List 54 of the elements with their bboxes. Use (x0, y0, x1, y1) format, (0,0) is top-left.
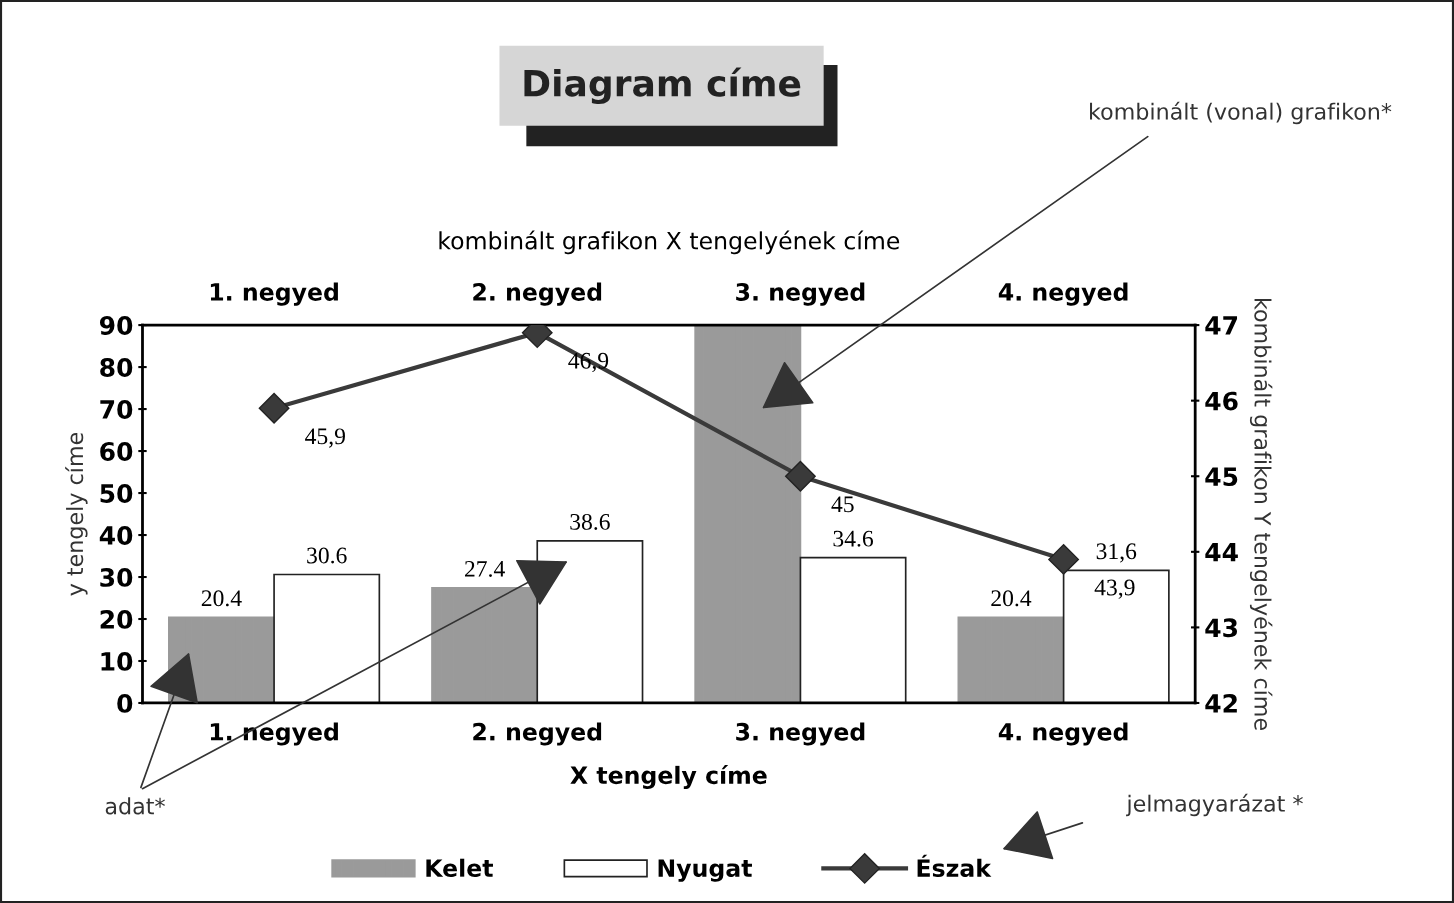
category-label: 3. negyed (736, 722, 865, 746)
legend-label: Kelet (426, 858, 493, 877)
y2-tick-label: 43 (1205, 618, 1238, 638)
bar (536, 540, 644, 703)
data-label: 43,9 (1094, 579, 1135, 599)
point (1048, 543, 1080, 575)
legend-label: Észak (917, 854, 992, 877)
category-label: 1. negyed (210, 722, 338, 746)
y-axis-title: y tengely címe (65, 432, 88, 596)
data-label: 34.6 (833, 530, 874, 547)
bar (273, 573, 381, 703)
x-tick-label: 3. negyed (736, 282, 865, 306)
x-tick-label: 1. negyed (210, 282, 338, 306)
data-label: 20.4 (991, 590, 1032, 607)
y-tick-label: 0 (117, 693, 133, 713)
data-label: 27.4 (465, 560, 505, 577)
category-label: 4. negyed (998, 722, 1128, 746)
x-tick-label: 2. negyed (473, 282, 602, 306)
y-tick-label: 40 (99, 525, 133, 545)
bar (799, 556, 907, 703)
y2-axis-title: kombinált grafikon Y tengelyének címe (1249, 298, 1273, 730)
data-label: 38.6 (570, 513, 610, 530)
y2-tick-label: 44 (1205, 543, 1238, 562)
y2-tick-label: 46 (1205, 391, 1238, 411)
y-tick-label: 10 (101, 651, 133, 671)
y2-tick-label: 42 (1205, 693, 1237, 713)
data-label: 45,9 (305, 428, 345, 448)
y2-tick-label: 47 (1205, 316, 1238, 335)
data-label: 45 (831, 496, 854, 513)
y-tick-label: 80 (100, 358, 133, 377)
x-tick-label: 4. negyed (998, 282, 1128, 306)
x-axis-title: X tengely címe (570, 764, 767, 789)
legend-label: Nyugat (658, 859, 752, 882)
y-tick-label: 70 (100, 400, 133, 419)
data-label: 30.6 (307, 547, 347, 564)
point (258, 392, 290, 424)
y-tick-label: 30 (100, 567, 133, 587)
y-tick-label: 60 (100, 441, 133, 461)
point (785, 460, 816, 492)
text: kombinált (vonal) grafikon* (1090, 101, 1392, 125)
data-label: 20.4 (201, 590, 242, 607)
data-label: 31,6 (1096, 543, 1137, 563)
category-label: 2. negyed (473, 722, 602, 746)
text: adat* (105, 797, 165, 815)
x2-axis-title: kombinált grafikon X tengelyének címe (439, 230, 900, 255)
bar (694, 325, 802, 703)
bar (431, 587, 539, 703)
y-tick-label: 20 (100, 609, 133, 629)
y-tick-label: 50 (100, 483, 133, 503)
y2-tick-label: 45 (1205, 467, 1238, 487)
text: jelmagyarázat * (1126, 793, 1303, 817)
bar (957, 616, 1065, 703)
chart-title: Diagram címe (524, 67, 801, 105)
y-tick-label: 90 (99, 316, 133, 335)
